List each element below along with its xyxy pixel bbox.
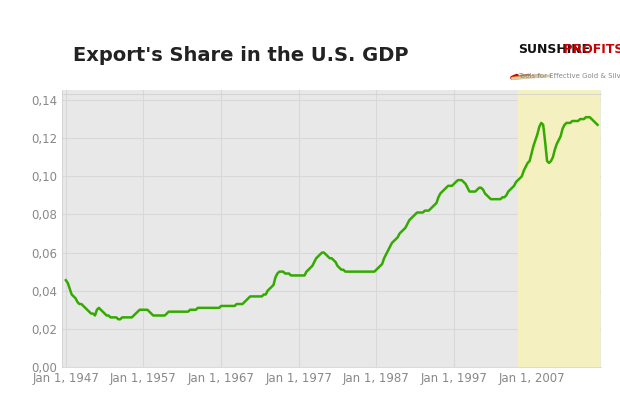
Text: SUNSHINE: SUNSHINE [518,43,590,56]
Text: Export's Share in the U.S. GDP: Export's Share in the U.S. GDP [73,46,409,65]
Bar [518,90,600,367]
Text: PROFITS: PROFITS [559,43,620,56]
Text: Tools for Effective Gold & Silver Investments: Tools for Effective Gold & Silver Invest… [518,73,620,80]
